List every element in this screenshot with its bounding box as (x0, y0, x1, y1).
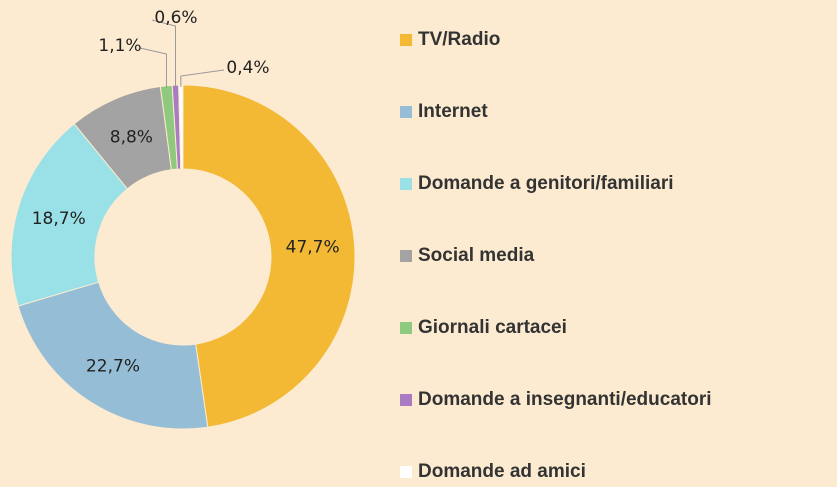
leader-line (180, 69, 225, 88)
data-label: 0,6% (154, 8, 197, 28)
donut-slice (17, 281, 209, 430)
data-label: 0,4% (226, 58, 269, 78)
legend-swatch (400, 394, 412, 406)
legend-label: Domande ad amici (418, 461, 586, 482)
legend-swatch (400, 322, 412, 334)
legend-swatch (400, 34, 412, 46)
data-label: 22,7% (86, 357, 140, 377)
legend-label: Internet (418, 101, 488, 122)
legend-label: Giornali cartacei (418, 317, 567, 338)
legend-swatch (400, 466, 412, 478)
donut-slice (10, 123, 129, 307)
legend-swatch (400, 178, 412, 190)
donut-slice (178, 84, 184, 170)
data-label: 47,7% (286, 238, 340, 258)
leader-line (151, 19, 177, 88)
legend-label: TV/Radio (418, 29, 500, 50)
legend-swatch (400, 106, 412, 118)
donut-slice (182, 84, 356, 428)
legend-label: Social media (418, 245, 535, 266)
legend-label: Domande a genitori/familiari (418, 173, 674, 194)
data-label: 8,8% (110, 128, 153, 148)
data-label: 18,7% (32, 209, 86, 229)
leader-line (139, 47, 167, 88)
data-label: 1,1% (98, 36, 141, 56)
legend-swatch (400, 250, 412, 262)
legend-label: Domande a insegnanti/educatori (418, 389, 712, 410)
